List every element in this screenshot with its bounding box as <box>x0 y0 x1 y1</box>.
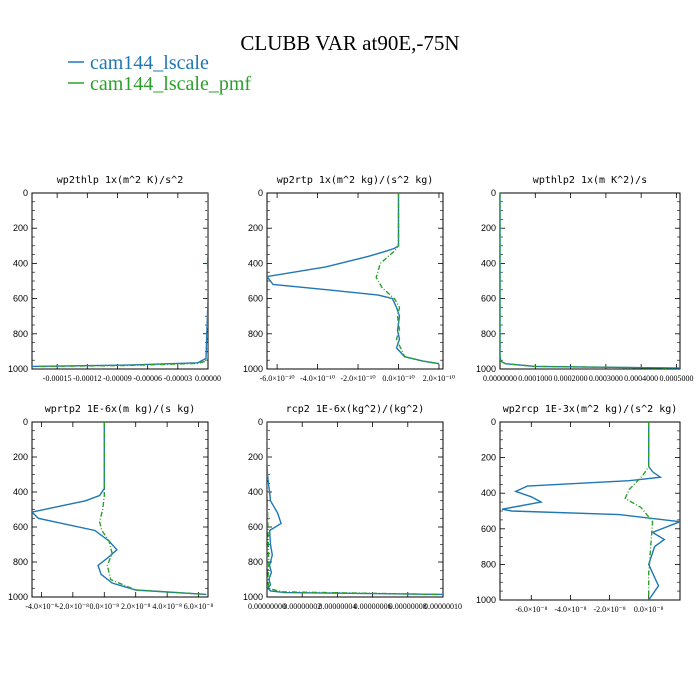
panel-6: wp2rcp 1E-3x(m^2 kg)/(s^2 kg) 0 200 400 600 8… <box>476 404 681 614</box>
y-tick-label: 800 <box>13 557 28 567</box>
y-tick-label: 400 <box>13 258 28 268</box>
y-tick-label: 400 <box>248 487 263 497</box>
panel-title: wp2thlp 1x(m^2 K)/s^2 <box>57 175 183 186</box>
y-tick-label: 1000 <box>8 592 28 602</box>
y-tick-label: 200 <box>481 453 496 463</box>
x-tick-label: 0.0×10⁻⁸ <box>90 602 120 611</box>
series-line-lscale-pmf <box>624 422 654 600</box>
y-tick-label: 0 <box>23 417 28 427</box>
x-tick-label: 0.00000010 <box>424 602 462 611</box>
series-line-lscale <box>501 422 680 600</box>
x-tick-label: -2.0×10⁻⁸ <box>593 605 625 614</box>
y-tick-label: 200 <box>13 452 28 462</box>
x-tick-label: -0.00015 <box>43 374 72 383</box>
y-tick-label: 200 <box>481 223 496 233</box>
x-tick-label: -0.00009 <box>103 374 132 383</box>
y-tick-label: 600 <box>481 294 496 304</box>
x-tick-label: 0.0×10⁻¹⁰ <box>382 374 414 383</box>
y-tick-label: 800 <box>248 557 263 567</box>
y-tick-label: 0 <box>258 417 263 427</box>
series-line-lscale-pmf <box>500 193 673 369</box>
y-tick-label: 600 <box>248 294 263 304</box>
y-tick-label: 200 <box>13 223 28 233</box>
y-tick-label: 400 <box>248 258 263 268</box>
y-tick-label: 800 <box>481 559 496 569</box>
series-line-lscale-pmf <box>98 422 207 596</box>
x-tick-label: 0.0003000 <box>589 374 623 383</box>
x-tick-label: 0.0×10⁻⁸ <box>634 605 664 614</box>
y-tick-label: 0 <box>23 188 28 198</box>
x-tick-label: -0.00006 <box>133 374 162 383</box>
x-tick-label: -4.0×10⁻¹⁰ <box>300 374 335 383</box>
x-tick-label: -2.0×10⁻⁸ <box>57 602 89 611</box>
x-tick-label: 0.0001000 <box>518 374 552 383</box>
y-tick-label: 0 <box>258 188 263 198</box>
series-line-lscale-pmf <box>34 193 208 368</box>
x-tick-label: 0.0005000 <box>659 374 693 383</box>
y-tick-label: 1000 <box>243 592 263 602</box>
panel-title: wpthlp2 1x(m K^2)/s <box>533 175 647 186</box>
y-tick-label: 600 <box>248 522 263 532</box>
figure-title: CLUBB VAR at90E,-75N <box>240 31 459 55</box>
x-tick-label: 0.00000006 <box>354 602 392 611</box>
x-tick-label: -0.00012 <box>73 374 102 383</box>
y-tick-label: 600 <box>13 522 28 532</box>
panels: wp2thlp 1x(m^2 K)/s^2 0 200 400 600 800 1000 -0… <box>8 175 694 614</box>
panel-title: rcp2 1E-6x(kg^2)/(kg^2) <box>286 404 424 415</box>
series-line-lscale-pmf <box>267 422 438 596</box>
panel-2: wp2rtp 1x(m^2 kg)/(s^2 kg) 0 200 400 600 800 1… <box>243 175 455 383</box>
y-tick-label: 0 <box>491 417 496 427</box>
y-tick-label: 600 <box>481 524 496 534</box>
y-tick-label: 1000 <box>8 364 28 374</box>
y-tick-label: 0 <box>491 188 496 198</box>
x-tick-label: -4.0×10⁻⁸ <box>554 605 586 614</box>
y-tick-label: 1000 <box>476 364 496 374</box>
panel-1: wp2thlp 1x(m^2 K)/s^2 0 200 400 600 800 1000 -0… <box>8 175 221 383</box>
y-tick-label: 600 <box>13 294 28 304</box>
y-tick-label: 800 <box>481 329 496 339</box>
x-tick-label: -6.0×10⁻⁸ <box>515 605 547 614</box>
y-tick-label: 800 <box>248 329 263 339</box>
x-tick-label: 0.0000000 <box>483 374 517 383</box>
x-tick-label: 4.0×10⁻⁸ <box>152 602 182 611</box>
legend: cam144_lscale cam144_lscale_pmf <box>68 52 251 95</box>
y-tick-label: 400 <box>481 488 496 498</box>
x-tick-label: -6.0×10⁻¹⁰ <box>260 374 295 383</box>
x-tick-label: 6.0×10⁻⁸ <box>184 602 214 611</box>
panel-title: wp2rtp 1x(m^2 kg)/(s^2 kg) <box>277 175 434 186</box>
panel-4: wprtp2 1E-6x(m kg)/(s kg) 0 200 400 600 800 10… <box>8 404 214 611</box>
panel-title: wp2rcp 1E-3x(m^2 kg)/(s^2 kg) <box>503 404 678 415</box>
x-tick-label: -4.0×10⁻⁸ <box>25 602 57 611</box>
x-tick-label: 0.00000000 <box>248 602 286 611</box>
x-tick-label: 0.00000 <box>195 374 221 383</box>
legend-label-lscale: cam144_lscale <box>90 52 209 74</box>
legend-label-lscale-pmf: cam144_lscale_pmf <box>90 73 251 95</box>
y-tick-label: 1000 <box>243 364 263 374</box>
x-tick-label: 2.0×10⁻⁸ <box>121 602 151 611</box>
panel-3: wpthlp2 1x(m K^2)/s020040060080010000.00… <box>476 175 694 383</box>
panel-5: rcp2 1E-6x(kg^2)/(kg^2) 0 200 400 600 800 1000… <box>243 404 462 611</box>
x-tick-label: 0.00000008 <box>389 602 427 611</box>
x-tick-label: -2.0×10⁻¹⁰ <box>341 374 376 383</box>
x-tick-label: -0.00003 <box>163 374 192 383</box>
y-tick-label: 200 <box>248 223 263 233</box>
x-tick-label: 0.00000004 <box>318 602 356 611</box>
y-tick-label: 200 <box>248 452 263 462</box>
y-tick-label: 400 <box>481 258 496 268</box>
x-tick-label: 0.0002000 <box>554 374 588 383</box>
series-line-lscale-pmf <box>375 193 440 365</box>
series-line-lscale <box>267 193 440 365</box>
y-tick-label: 1000 <box>476 595 496 605</box>
x-tick-label: 0.0004000 <box>624 374 658 383</box>
panel-title: wprtp2 1E-6x(m kg)/(s kg) <box>45 404 196 415</box>
x-tick-label: 0.00000002 <box>283 602 321 611</box>
y-tick-label: 400 <box>13 487 28 497</box>
y-tick-label: 800 <box>13 329 28 339</box>
x-tick-label: 2.0×10⁻¹⁰ <box>423 374 455 383</box>
series-line-lscale <box>267 422 443 596</box>
